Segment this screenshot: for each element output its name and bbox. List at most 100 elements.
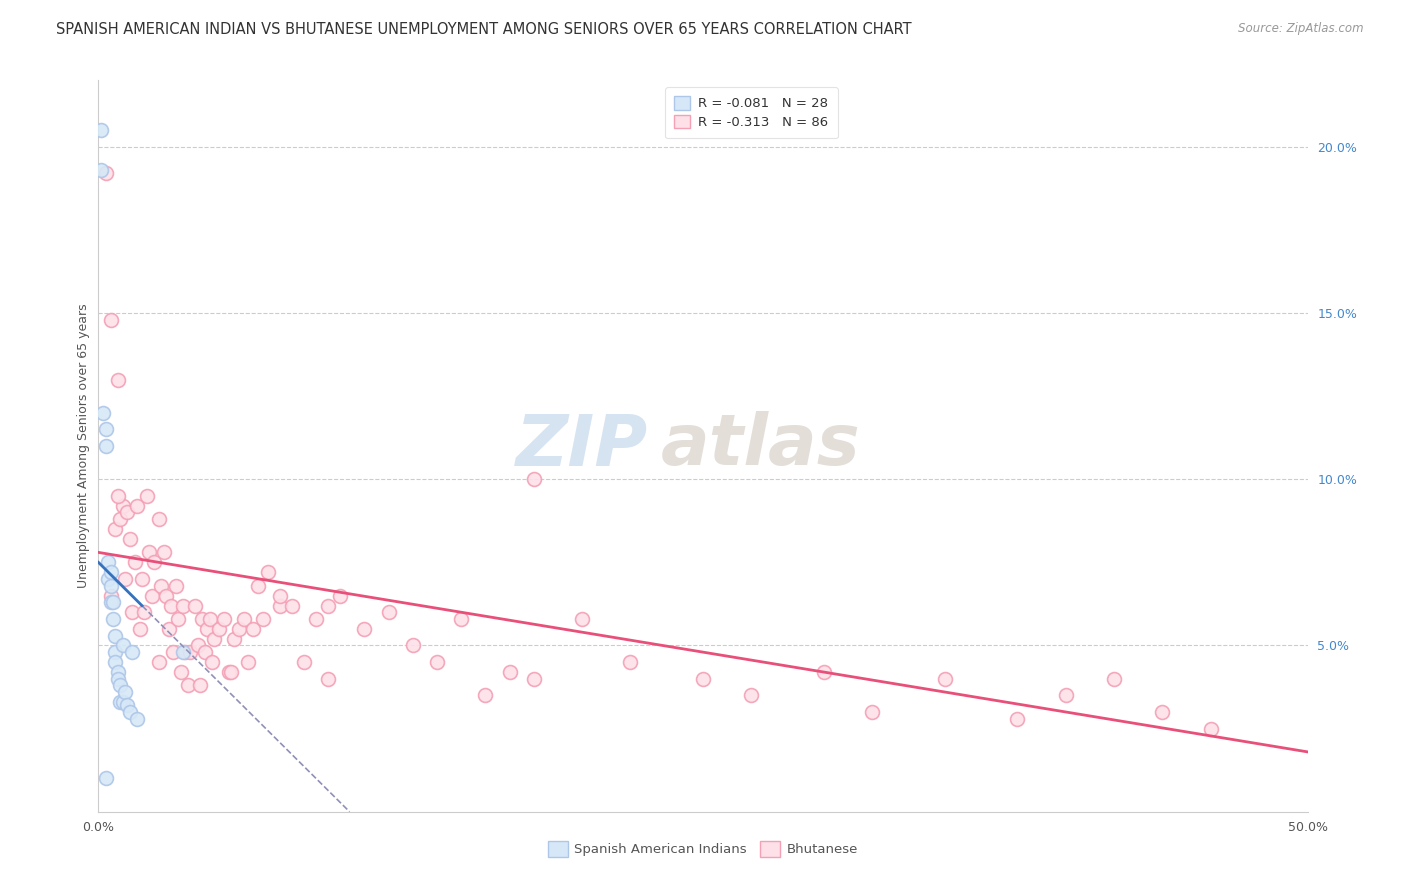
Point bbox=[104, 628, 127, 642]
Point bbox=[100, 595, 122, 609]
Point bbox=[127, 499, 149, 513]
Point bbox=[860, 705, 883, 719]
Point bbox=[107, 665, 129, 679]
Point bbox=[934, 672, 956, 686]
Point bbox=[692, 672, 714, 686]
Point bbox=[238, 655, 260, 669]
Point bbox=[619, 655, 641, 669]
Point bbox=[150, 579, 173, 593]
Point bbox=[90, 163, 112, 178]
Point bbox=[127, 712, 149, 726]
Point bbox=[107, 489, 129, 503]
Point bbox=[107, 372, 129, 386]
Point bbox=[1199, 722, 1222, 736]
Point bbox=[571, 612, 593, 626]
Point bbox=[111, 499, 134, 513]
Point bbox=[194, 645, 217, 659]
Point bbox=[100, 566, 122, 580]
Point bbox=[1007, 712, 1029, 726]
Point bbox=[740, 689, 762, 703]
Point bbox=[155, 589, 177, 603]
Point bbox=[114, 685, 136, 699]
Point bbox=[498, 665, 520, 679]
Point bbox=[111, 695, 134, 709]
Point bbox=[191, 612, 214, 626]
Point bbox=[195, 622, 218, 636]
Point bbox=[523, 472, 546, 486]
Point bbox=[94, 422, 117, 436]
Text: SPANISH AMERICAN INDIAN VS BHUTANESE UNEMPLOYMENT AMONG SENIORS OVER 65 YEARS CO: SPANISH AMERICAN INDIAN VS BHUTANESE UNE… bbox=[56, 22, 912, 37]
Point bbox=[94, 772, 117, 786]
Point bbox=[118, 532, 141, 546]
Point bbox=[160, 599, 183, 613]
Point bbox=[523, 672, 546, 686]
Point bbox=[141, 589, 163, 603]
Point bbox=[247, 579, 270, 593]
Point bbox=[222, 632, 245, 646]
Point bbox=[157, 622, 180, 636]
Point bbox=[316, 599, 339, 613]
Point bbox=[450, 612, 472, 626]
Point bbox=[167, 612, 190, 626]
Point bbox=[108, 695, 131, 709]
Point bbox=[1102, 672, 1125, 686]
Point bbox=[121, 645, 143, 659]
Point bbox=[91, 406, 114, 420]
Point bbox=[198, 612, 221, 626]
Point bbox=[187, 639, 209, 653]
Point bbox=[305, 612, 328, 626]
Point bbox=[90, 123, 112, 137]
Point bbox=[100, 589, 122, 603]
Point bbox=[174, 645, 197, 659]
Point bbox=[134, 605, 156, 619]
Point bbox=[101, 595, 124, 609]
Point bbox=[169, 665, 191, 679]
Y-axis label: Unemployment Among Seniors over 65 years: Unemployment Among Seniors over 65 years bbox=[77, 303, 90, 589]
Point bbox=[242, 622, 264, 636]
Point bbox=[118, 705, 141, 719]
Point bbox=[218, 665, 240, 679]
Point bbox=[104, 522, 127, 536]
Point bbox=[252, 612, 274, 626]
Point bbox=[121, 605, 143, 619]
Point bbox=[316, 672, 339, 686]
Point bbox=[117, 698, 139, 713]
Point bbox=[124, 555, 146, 569]
Point bbox=[111, 639, 134, 653]
Point bbox=[353, 622, 375, 636]
Point bbox=[172, 599, 194, 613]
Point bbox=[108, 678, 131, 692]
Point bbox=[148, 512, 170, 526]
Point bbox=[188, 678, 211, 692]
Point bbox=[97, 555, 120, 569]
Point bbox=[232, 612, 254, 626]
Point bbox=[426, 655, 449, 669]
Point bbox=[269, 589, 291, 603]
Point bbox=[165, 579, 187, 593]
Point bbox=[135, 489, 157, 503]
Point bbox=[177, 678, 200, 692]
Point bbox=[128, 622, 150, 636]
Point bbox=[1054, 689, 1077, 703]
Point bbox=[201, 655, 224, 669]
Text: ZIP: ZIP bbox=[516, 411, 648, 481]
Point bbox=[148, 655, 170, 669]
Point bbox=[204, 632, 226, 646]
Point bbox=[104, 655, 127, 669]
Point bbox=[101, 612, 124, 626]
Point bbox=[100, 312, 122, 326]
Point bbox=[269, 599, 291, 613]
Point bbox=[114, 572, 136, 586]
Point bbox=[281, 599, 304, 613]
Point bbox=[228, 622, 250, 636]
Point bbox=[97, 572, 120, 586]
Point bbox=[208, 622, 231, 636]
Point bbox=[162, 645, 184, 659]
Text: Source: ZipAtlas.com: Source: ZipAtlas.com bbox=[1239, 22, 1364, 36]
Point bbox=[179, 645, 201, 659]
Point bbox=[377, 605, 399, 619]
Point bbox=[143, 555, 166, 569]
Point bbox=[184, 599, 207, 613]
Point bbox=[138, 545, 160, 559]
Point bbox=[474, 689, 496, 703]
